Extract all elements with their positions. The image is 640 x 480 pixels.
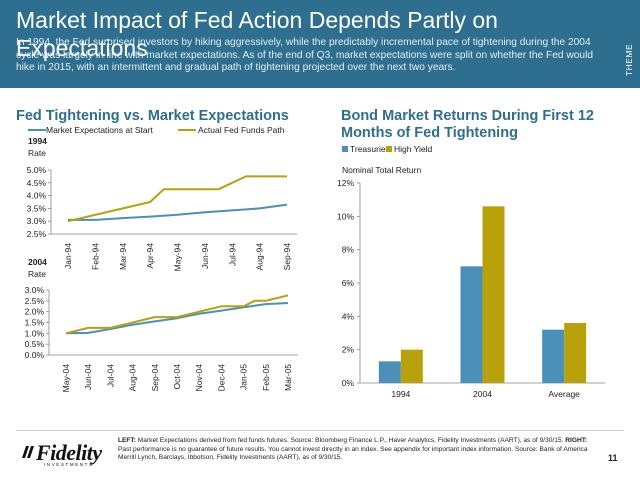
y1994-ylabel: Rate — [28, 148, 46, 158]
right-ylabel: Nominal Total Return — [342, 165, 421, 175]
y2004-ytick-label: 1.0% — [25, 328, 45, 338]
right-chart-title: Bond Market Returns During First 12 Mont… — [341, 108, 594, 141]
y1994-subplot-label: 1994 — [28, 136, 47, 146]
y1994-ytick-label: 3.0% — [27, 216, 47, 226]
y2004-ytick-label: 1.5% — [25, 318, 45, 328]
y1994-xtick-label: Mar-94 — [118, 243, 128, 270]
footnote-left-text: Market Expectations derived from fed fun… — [135, 437, 566, 444]
y2004-xtick-label: May-04 — [61, 364, 71, 393]
footnote: LEFT: Market Expectations derived from f… — [118, 437, 596, 463]
right-ytick-label: 6% — [342, 278, 355, 288]
fidelity-logo-icon — [22, 446, 34, 458]
y1994-ytick-label: 4.0% — [27, 191, 47, 201]
bar-high-yield-1994 — [400, 349, 423, 383]
footnote-left-label: LEFT: — [118, 437, 136, 444]
y2004-xtick-label: Feb-05 — [261, 364, 271, 391]
y2004-xtick-label: Mar-05 — [283, 364, 293, 391]
y2004-subplot-label: 2004 — [28, 257, 47, 267]
right-xtick-label: 2004 — [473, 389, 492, 399]
y2004-xtick-label: Jul-04 — [105, 364, 115, 387]
bar-high-yield-average — [564, 323, 587, 383]
y1994-xtick-label: Jun-94 — [200, 243, 210, 269]
legend-swatch-treasuries — [342, 146, 348, 152]
y1994-ytick-label: 2.5% — [27, 229, 47, 239]
y2004-xtick-label: Jan-05 — [239, 364, 249, 390]
y2004-series-line-actual — [65, 294, 289, 335]
right-ytick-label: 8% — [342, 245, 355, 255]
logo-subline: INVESTMENTS — [44, 462, 94, 467]
legend-swatch-high-yield — [386, 146, 392, 152]
y2004-ytick-label: 0.0% — [25, 350, 45, 360]
y2004-ytick-label: 3.0% — [25, 285, 45, 295]
theme-tab-label: THEME — [624, 43, 634, 77]
legend-label-expectations: Market Expectations at Start — [46, 125, 153, 135]
bar-high-yield-2004 — [482, 206, 505, 383]
right-ytick-label: 12% — [337, 178, 354, 188]
left-chart-title: Fed Tightening vs. Market Expectations — [16, 108, 289, 124]
bond-returns-chart: Treasuries High Yield Nominal Total Return… — [337, 144, 605, 399]
right-ytick-label: 10% — [337, 211, 354, 221]
y2004-xtick-label: Aug-04 — [128, 364, 138, 392]
bar-treasuries-1994 — [378, 361, 401, 383]
y1994-xtick-label: Apr-94 — [145, 243, 155, 269]
y1994-xtick-label: Sep-94 — [282, 243, 292, 271]
fed-tightening-chart: Market Expectations at Start Actual Fed F… — [25, 125, 298, 393]
fidelity-logo: Fidelity INVESTMENTS — [16, 440, 112, 468]
y2004-ytick-label: 2.5% — [25, 296, 45, 306]
page-number: 11 — [608, 453, 618, 463]
footnote-right-label: RIGHT: — [565, 437, 588, 444]
y2004-xtick-label: Dec-04 — [216, 364, 226, 392]
y2004-xtick-label: Nov-04 — [194, 364, 204, 392]
right-xtick-label: 1994 — [391, 389, 410, 399]
theme-tab: THEME — [620, 32, 638, 88]
y1994-ytick-label: 5.0% — [27, 165, 47, 175]
right-ytick-label: 4% — [342, 311, 355, 321]
right-xtick-label: Average — [548, 389, 580, 399]
y2004-xtick-label: Sep-04 — [150, 364, 160, 392]
y2004-ylabel: Rate — [28, 269, 46, 279]
footer-divider — [16, 430, 624, 431]
bar-treasuries-average — [542, 329, 565, 383]
y1994-xtick-label: May-94 — [173, 243, 183, 272]
legend-label-high-yield: High Yield — [394, 144, 433, 154]
legend-label-treasuries: Treasuries — [350, 144, 390, 154]
y1994-series-line-actual — [67, 175, 287, 223]
y2004-ytick-label: 2.0% — [25, 307, 45, 317]
y1994-xtick-label: Aug-94 — [255, 243, 265, 271]
page-subtitle: In 1994, the Fed surprised investors by … — [16, 37, 594, 74]
y2004-xtick-label: Oct-04 — [172, 364, 182, 390]
y1994-ytick-label: 4.5% — [27, 178, 47, 188]
footnote-right-text: Past performance is no guarantee of futu… — [118, 445, 588, 462]
bar-treasuries-2004 — [460, 266, 483, 383]
y1994-xtick-label: Jan-94 — [63, 243, 73, 269]
legend-label-actual: Actual Fed Funds Path — [198, 125, 285, 135]
y2004-series-line-expectations — [65, 302, 289, 335]
logo-wordmark: Fidelity — [36, 440, 102, 465]
header-band — [0, 0, 640, 88]
y1994-series-line-expectations — [68, 203, 288, 221]
page-title: Market Impact of Fed Action Depends Part… — [16, 7, 498, 61]
right-ytick-label: 0% — [342, 378, 355, 388]
y2004-ytick-label: 0.5% — [25, 339, 45, 349]
y1994-ytick-label: 3.5% — [27, 203, 47, 213]
right-ytick-label: 2% — [342, 345, 355, 355]
y2004-xtick-label: Jun-04 — [83, 364, 93, 390]
y1994-xtick-label: Jul-94 — [227, 243, 237, 266]
y1994-xtick-label: Feb-94 — [90, 243, 100, 270]
